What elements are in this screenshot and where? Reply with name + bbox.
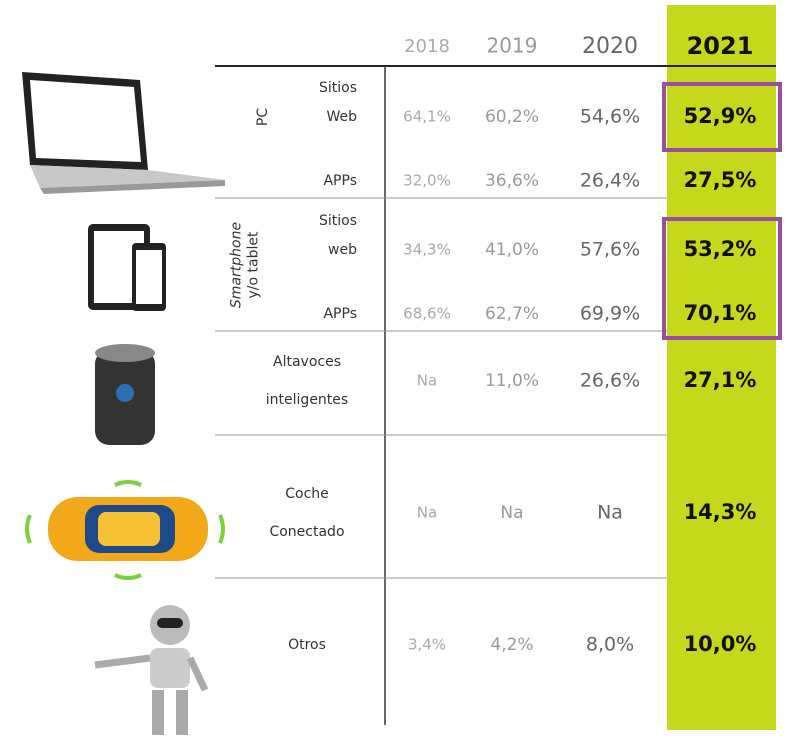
highlight-box <box>662 217 782 340</box>
cell-value: 41,0% <box>485 240 539 260</box>
cell-value: Na <box>417 372 437 390</box>
cell-value: 52,9% <box>684 104 757 128</box>
cell-value: 68,6% <box>403 305 451 323</box>
cell-value: 10,0% <box>684 632 757 656</box>
cell-value: Na <box>500 503 523 523</box>
cell-value: 57,6% <box>580 239 640 261</box>
cell-value: Na <box>417 504 437 522</box>
laptop-icon <box>22 72 225 194</box>
cell-value: 14,3% <box>684 500 757 524</box>
row-label: Otros <box>288 637 326 653</box>
cell-value: 26,6% <box>580 370 640 392</box>
cell-value: 11,0% <box>485 371 539 391</box>
column-header: 2020 <box>582 34 638 59</box>
cell-value: 26,4% <box>580 170 640 192</box>
row-separators <box>215 197 667 579</box>
row-label: APPs <box>323 306 357 322</box>
highlight-column <box>667 5 776 730</box>
row-label: APPs <box>323 173 357 189</box>
highlight-box <box>662 82 782 152</box>
cell-value: 53,2% <box>684 237 757 261</box>
cell-value: 8,0% <box>586 634 634 656</box>
row-label: Altavoces <box>273 354 341 370</box>
speaker-icon <box>95 344 155 445</box>
column-header: 2021 <box>687 32 754 60</box>
row-label: Coche <box>285 486 329 502</box>
cell-value: 36,6% <box>485 171 539 191</box>
cell-value: 70,1% <box>684 301 757 325</box>
cell-value: 32,0% <box>403 172 451 190</box>
column-header: 2019 <box>487 34 538 58</box>
cell-value: 27,1% <box>684 368 757 392</box>
cell-value: 69,9% <box>580 303 640 325</box>
row-label: Sitios <box>319 213 357 229</box>
cell-value: 3,4% <box>408 636 446 654</box>
group-label: Smartphone <box>229 222 245 308</box>
group-label: y/o tablet <box>246 231 262 298</box>
cell-value: 4,2% <box>490 635 533 655</box>
row-label: Sitios <box>319 80 357 96</box>
column-header: 2018 <box>404 36 450 57</box>
group-label: PC <box>255 108 271 126</box>
cell-value: 34,3% <box>403 241 451 259</box>
robot-icon <box>94 605 209 735</box>
cell-value: 60,2% <box>485 107 539 127</box>
tablet-icon <box>88 224 166 311</box>
row-label: web <box>328 242 357 258</box>
cell-value: 64,1% <box>403 108 451 126</box>
car-icon <box>25 480 225 580</box>
cell-value: 27,5% <box>684 168 757 192</box>
row-label: Web <box>326 109 357 125</box>
cell-value: 62,7% <box>485 304 539 324</box>
row-label: Conectado <box>269 524 344 540</box>
cell-value: 54,6% <box>580 106 640 128</box>
row-label: inteligentes <box>266 392 348 408</box>
cell-value: Na <box>597 502 623 524</box>
